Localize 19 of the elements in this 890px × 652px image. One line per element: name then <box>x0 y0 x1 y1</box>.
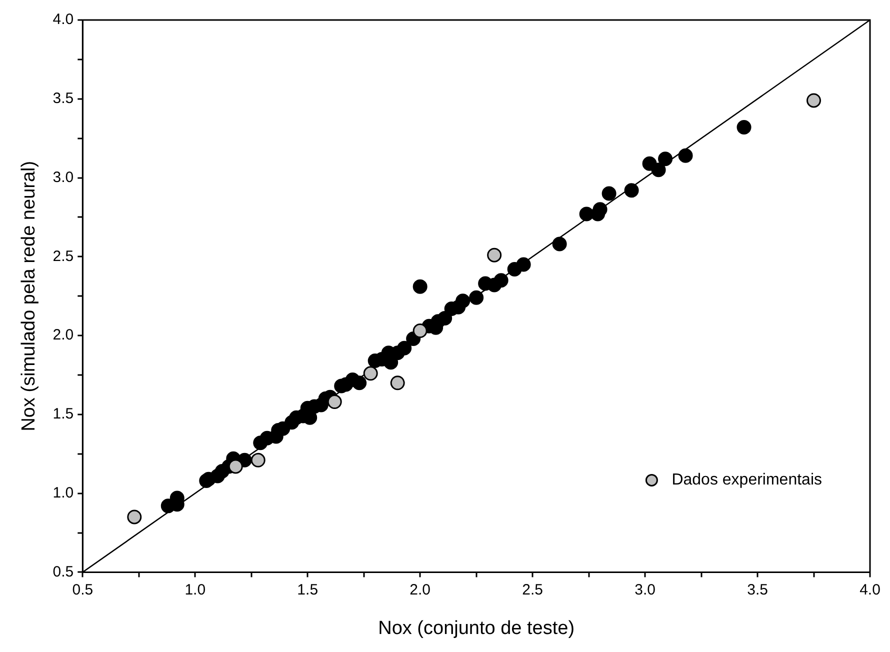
x-tick-label: 4.0 <box>860 581 880 598</box>
y-axis-title: Nox (simulado pela rede neural) <box>18 160 40 432</box>
y-tick-label: 1.5 <box>52 406 74 423</box>
x-tick-label: 3.5 <box>747 581 768 598</box>
legend-label: Dados experimentais <box>672 472 822 489</box>
y-tick-label: 3.5 <box>52 90 74 108</box>
x-tick-label: 0.5 <box>72 581 94 598</box>
y-tick-label: 2.5 <box>52 248 74 265</box>
y-tick-label: 3.0 <box>52 168 74 186</box>
y-tick-label: 2.0 <box>52 326 74 344</box>
x-tick-label: 2.0 <box>410 581 431 598</box>
y-tick-label: 1.0 <box>52 484 74 502</box>
x-tick-label: 1.5 <box>297 581 318 598</box>
x-tick-label: 2.5 <box>522 581 543 598</box>
x-axis-title: Nox (conjunto de teste) <box>378 618 575 639</box>
x-tick-label: 3.0 <box>634 581 656 598</box>
x-tick-label: 1.0 <box>184 581 206 598</box>
y-tick-label: 0.5 <box>52 563 74 580</box>
y-tick-label: 4.0 <box>52 11 74 28</box>
